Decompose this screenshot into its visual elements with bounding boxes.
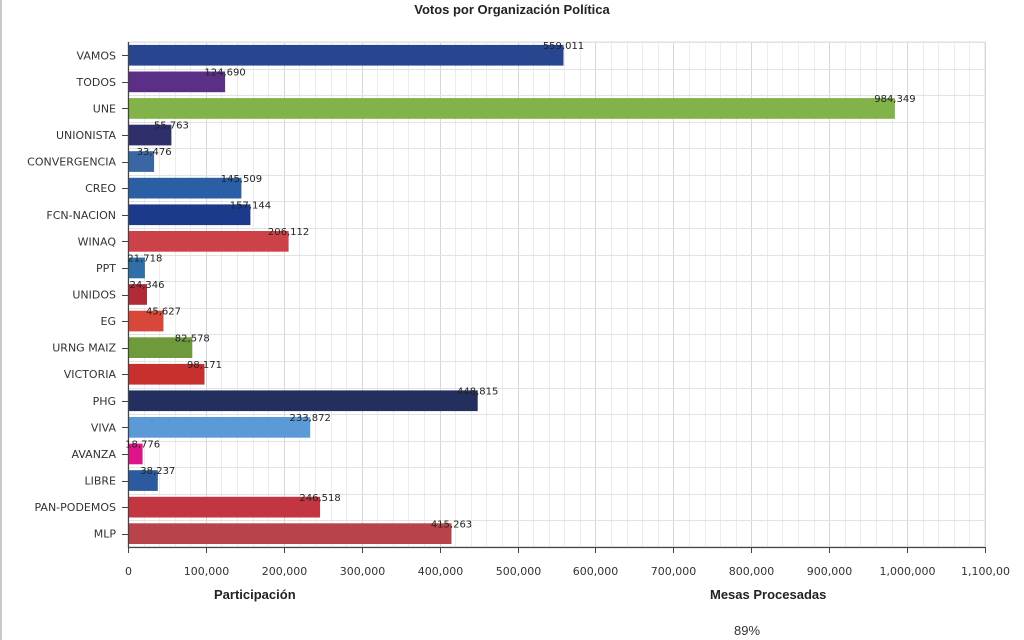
data-label: 82,578 xyxy=(175,333,210,344)
x-tick-label: 900,000 xyxy=(807,565,853,578)
x-tick-label: 300,000 xyxy=(340,565,386,578)
data-label: 233,872 xyxy=(290,413,331,424)
bar-avanza xyxy=(128,443,143,465)
category-label: CONVERGENCIA xyxy=(27,156,116,169)
tick-labels: 0 100,000 200,000 300,000 400,000 500,000 600,… xyxy=(125,565,1010,578)
category-label: MLP xyxy=(94,528,117,541)
bar-fcn-nacion xyxy=(128,204,251,226)
category-label: AVANZA xyxy=(72,448,117,461)
mesas-procesadas-label: Mesas Procesadas xyxy=(710,587,827,602)
data-label: 124,690 xyxy=(204,68,245,79)
x-tick-label: 600,000 xyxy=(573,565,619,578)
bar-todos xyxy=(128,71,226,93)
x-tick-label: 800,000 xyxy=(729,565,775,578)
data-label: 246,518 xyxy=(299,493,340,504)
category-label: PHG xyxy=(93,395,116,408)
category-label: FCN-NACION xyxy=(46,209,116,222)
data-labels: 559,011 124,690 984,349 55,763 33,476 145,509… xyxy=(125,41,915,530)
bar-vamos xyxy=(128,44,564,66)
data-label: 55,763 xyxy=(154,121,189,132)
category-label: WINAQ xyxy=(78,235,117,248)
x-tick-label: 200,000 xyxy=(262,565,308,578)
category-label: LIBRE xyxy=(84,475,116,488)
data-label: 559,011 xyxy=(543,41,584,52)
category-label: EG xyxy=(101,315,116,328)
mesas-procesadas-value: 89% xyxy=(734,623,761,638)
category-label: UNIDOS xyxy=(72,289,116,302)
participacion-label: Participación xyxy=(214,587,296,602)
category-label: VAMOS xyxy=(77,49,116,62)
x-tick-label: 0 xyxy=(125,565,132,578)
bar-unionista xyxy=(128,124,172,146)
category-label: VICTORIA xyxy=(64,368,117,381)
data-label: 18,776 xyxy=(125,440,160,451)
chart-title: Votos por Organización Política xyxy=(414,2,610,17)
x-tick-label: 500,000 xyxy=(496,565,542,578)
category-label: VIVA xyxy=(91,421,117,434)
grid xyxy=(127,41,986,548)
data-label: 45,627 xyxy=(146,307,181,318)
bar-convergencia xyxy=(128,151,155,172)
x-tick-label: 700,000 xyxy=(651,565,697,578)
bar-libre xyxy=(128,470,158,491)
bar-mlp xyxy=(128,523,452,544)
data-label: 157,144 xyxy=(230,200,271,211)
bar-ppt xyxy=(128,257,145,279)
category-label: TODOS xyxy=(76,76,117,89)
left-border xyxy=(0,0,2,640)
data-label: 415,263 xyxy=(431,519,472,530)
data-label: 145,509 xyxy=(221,174,262,185)
axes xyxy=(122,42,986,553)
data-label: 98,171 xyxy=(187,360,222,371)
bar-urng-maiz xyxy=(128,337,193,358)
category-label: UNE xyxy=(93,102,116,115)
category-label: PAN-PODEMOS xyxy=(35,501,117,514)
x-tick-label: 1,100,00 xyxy=(961,565,1010,578)
bar-winaq xyxy=(128,231,289,252)
data-label: 984,349 xyxy=(874,94,915,105)
category-label: CREO xyxy=(85,182,116,195)
data-label: 38,237 xyxy=(140,466,175,477)
data-label: 33,476 xyxy=(137,147,172,158)
x-tick-label: 1,000,000 xyxy=(880,565,936,578)
bar-eg xyxy=(128,310,164,332)
bar-victoria xyxy=(128,363,205,385)
bar-phg xyxy=(128,390,478,412)
x-tick-label: 400,000 xyxy=(418,565,464,578)
bar-pan-podemos xyxy=(128,496,321,518)
bar-unidos xyxy=(128,284,147,305)
x-tick-label: 100,000 xyxy=(184,565,230,578)
data-label: 448,815 xyxy=(457,386,498,397)
category-label: UNIONISTA xyxy=(56,129,117,142)
bars xyxy=(128,44,895,544)
data-label: 21,718 xyxy=(127,254,162,265)
bar-viva xyxy=(128,417,311,438)
data-label: 206,112 xyxy=(268,227,309,238)
category-label: URNG MAIZ xyxy=(52,342,116,355)
bar-une xyxy=(128,98,895,119)
data-label: 24,346 xyxy=(130,280,165,291)
category-label: PPT xyxy=(96,262,116,275)
category-labels: VAMOS TODOS UNE UNIONISTA CONVERGENCIA CREO FC… xyxy=(27,49,116,540)
bar-creo xyxy=(128,177,242,199)
